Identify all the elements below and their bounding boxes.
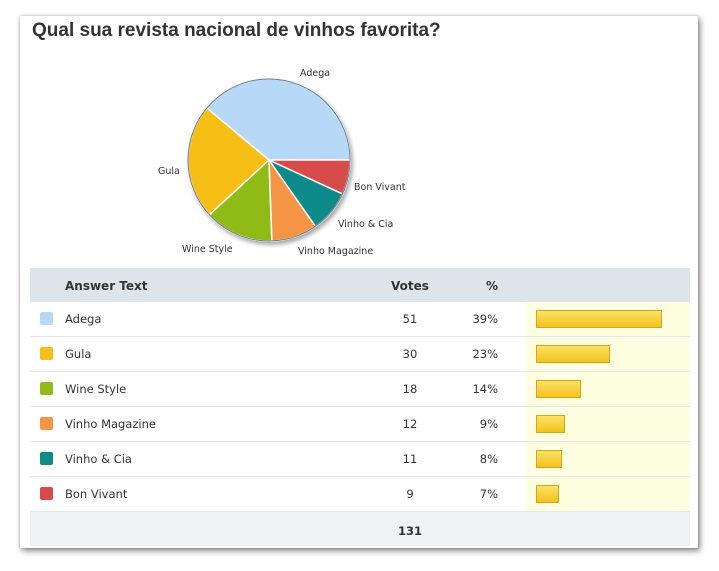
vote-percent: 14% <box>472 382 498 396</box>
percent-bar <box>536 310 662 328</box>
header-votes: Votes <box>391 279 429 293</box>
vote-percent: 7% <box>479 487 498 501</box>
answer-text: Vinho & Cia <box>65 452 132 466</box>
vote-count: 9 <box>406 487 414 501</box>
answer-text: Wine Style <box>65 382 127 396</box>
vote-count: 12 <box>402 417 418 431</box>
vote-percent: 23% <box>472 347 498 361</box>
bar-cell <box>526 477 690 511</box>
color-swatch <box>40 312 53 325</box>
bar-cell <box>526 337 690 371</box>
vote-percent: 8% <box>479 452 498 466</box>
color-swatch <box>40 382 53 395</box>
answer-text: Bon Vivant <box>65 487 128 501</box>
answer-text: Gula <box>65 347 92 361</box>
bar-cell <box>526 302 690 336</box>
table-row: Wine Style 18 14% <box>30 372 690 407</box>
vote-count: 11 <box>402 452 418 466</box>
table-row: Gula 30 23% <box>30 337 690 372</box>
percent-bar <box>536 380 581 398</box>
vote-percent: 9% <box>479 417 498 431</box>
table-row: Vinho & Cia 11 8% <box>30 442 690 477</box>
vote-count: 18 <box>402 382 418 396</box>
table-footer: 131 <box>30 512 690 546</box>
pie-outline <box>187 78 351 242</box>
bar-cell <box>526 442 690 476</box>
table-row: Bon Vivant 9 7% <box>30 477 690 512</box>
header-percent: % <box>485 279 498 293</box>
color-swatch <box>40 417 53 430</box>
table-row: Adega 51 39% <box>30 302 690 337</box>
bar-cell <box>526 372 690 406</box>
results-table: Answer Text Votes % Adega 51 39% Gula 30 23% W… <box>30 268 690 546</box>
percent-bar <box>536 450 562 468</box>
pie-label: Adega <box>300 68 330 79</box>
table-row: Vinho Magazine 12 9% <box>30 407 690 442</box>
answer-text: Adega <box>65 312 102 326</box>
total-votes: 131 <box>397 524 422 538</box>
header-answer-text: Answer Text <box>65 279 148 293</box>
vote-percent: 39% <box>472 312 498 326</box>
pie-chart: Adega Gula Wine Style Vinho Magazine Vinho &… <box>158 68 406 257</box>
answer-text: Vinho Magazine <box>65 417 156 431</box>
bar-cell <box>526 407 690 441</box>
page-title: Qual sua revista nacional de vinhos favo… <box>32 20 441 41</box>
color-swatch <box>40 487 53 500</box>
vote-count: 51 <box>402 312 418 326</box>
percent-bar <box>536 485 559 503</box>
pie-label: Gula <box>158 166 180 177</box>
pie-label: Vinho Magazine <box>298 246 373 257</box>
color-swatch <box>40 452 53 465</box>
table-header: Answer Text Votes % <box>30 268 690 302</box>
pie-label: Bon Vivant <box>354 182 406 193</box>
pie-label: Vinho & Cia <box>338 219 393 230</box>
percent-bar <box>536 415 565 433</box>
pie-label: Wine Style <box>182 244 233 255</box>
vote-count: 30 <box>402 347 418 361</box>
color-swatch <box>40 347 53 360</box>
percent-bar <box>536 345 610 363</box>
